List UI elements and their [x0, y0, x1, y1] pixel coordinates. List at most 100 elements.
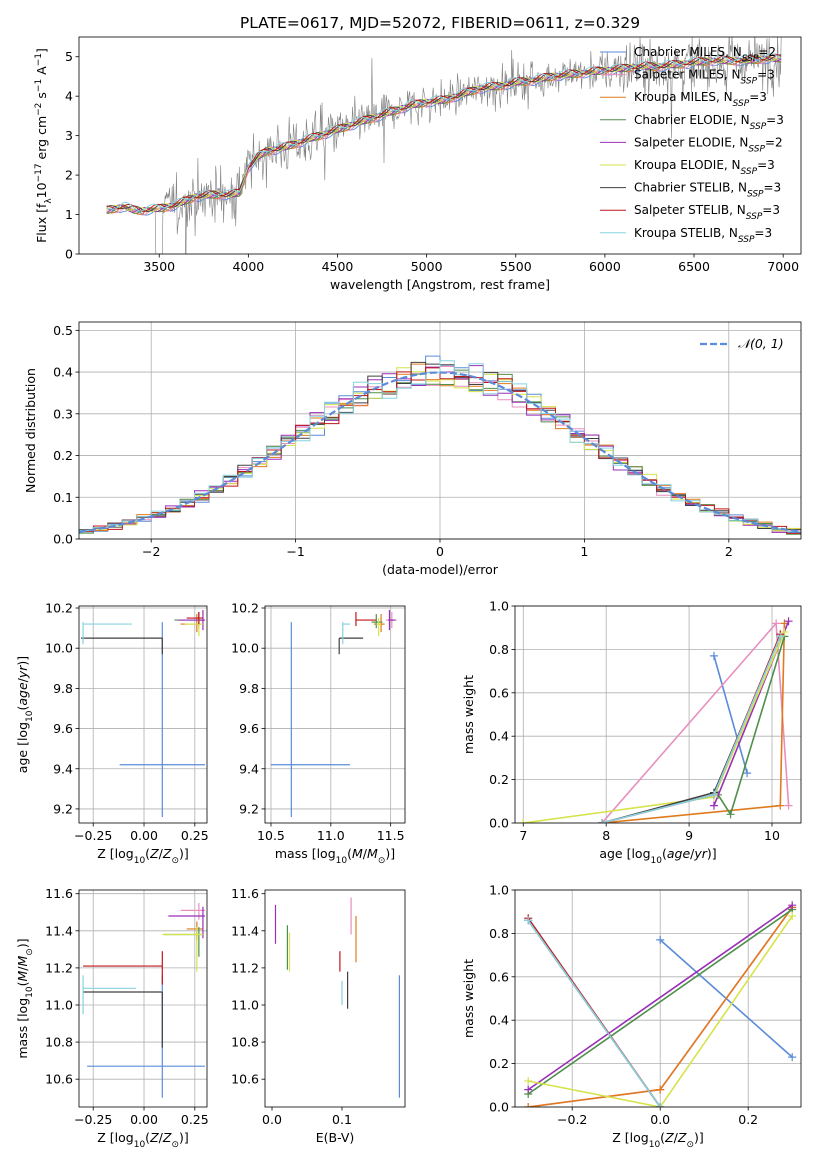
weight-line: [601, 621, 790, 823]
x-tick-label: 11.5: [377, 828, 405, 843]
series-kroupa-elodie: [519, 628, 789, 823]
label-part: Z: [162, 846, 172, 861]
weight-marker: [709, 790, 718, 799]
weight-marker: [656, 935, 665, 944]
label-part: Normed distribution: [23, 368, 38, 493]
plot-area: [79, 355, 801, 535]
axes-frame: [78, 36, 802, 255]
legend-entry-normal: 𝒩(0, 1): [738, 336, 784, 351]
point-salpeter-stelib: [186, 612, 203, 625]
weight-marker: [772, 619, 781, 628]
weight-marker: [784, 801, 793, 810]
label-part: Kroupa ELODIE, N: [634, 158, 741, 172]
label-part: (: [660, 1130, 665, 1145]
y-tick-label: 11.2: [231, 960, 259, 975]
y-tick-label: 10.6: [45, 1072, 73, 1087]
x-tick-label: 9: [685, 828, 693, 843]
label-part: mass weight: [461, 959, 476, 1038]
label-part: 10: [34, 182, 49, 198]
y-tick-label: 9.8: [239, 681, 259, 696]
histogram-kroupa-stelib: [79, 360, 801, 532]
label-part: =3: [762, 203, 780, 217]
plot-area: [524, 901, 797, 1107]
y-axis-label: Normed distribution: [23, 368, 38, 493]
label-part: Z: [664, 1130, 674, 1145]
weight-marker: [519, 819, 528, 823]
label-part: ]: [34, 48, 49, 53]
label-part: =3: [749, 90, 767, 104]
weight-marker: [709, 801, 718, 810]
axes-frame: [264, 605, 406, 824]
label-part: Z [log: [612, 1130, 648, 1145]
label-part: =2: [758, 45, 776, 59]
point-kroupa-miles: [180, 614, 201, 633]
y-tick-label: 10.0: [231, 641, 259, 656]
label-part: M: [352, 846, 363, 861]
label-part: ⊙: [378, 856, 386, 866]
label-part: )]: [15, 938, 30, 948]
x-tick-label: −0.2: [557, 1112, 587, 1127]
legend-entry-chabrier-stelib: Chabrier STELIB, NSSP=3: [634, 181, 781, 200]
y-tick-label: 9.6: [239, 721, 259, 736]
x-axis-label: E(B-V): [316, 1130, 355, 1145]
series-chabrier-elodie: [714, 632, 789, 819]
x-tick-label: 0: [436, 544, 444, 559]
age-vs-metallicity-panel: −0.25 0.00 0.259.29.49.69.810.010.2Z [log1…: [15, 601, 209, 866]
y-tick-label: 9.4: [239, 761, 259, 776]
x-tick-label: 0.1: [332, 1112, 352, 1127]
x-tick-label: 11.0: [317, 828, 345, 843]
y-tick-label: 11.0: [231, 997, 259, 1012]
weight-line: [601, 623, 786, 823]
x-tick-label: 4500: [322, 259, 354, 274]
y-axis-label: Flux [fλ10−17 erg cm−2 s−1 A−1]: [34, 48, 54, 243]
label-part: /: [159, 1130, 164, 1145]
y-tick-label: 0.0: [489, 1100, 509, 1115]
observed-spectrum: [106, 37, 782, 254]
label-part: =3: [764, 181, 782, 195]
weight-line: [717, 636, 786, 817]
point-salpeter-elodie: [178, 610, 205, 631]
y-tick-label: 0.1: [53, 490, 73, 505]
y-tick-label: 2: [65, 168, 73, 183]
legend-entry-kroupa-elodie: Kroupa ELODIE, NSSP=3: [634, 158, 775, 177]
x-tick-label: 0.00: [130, 1112, 158, 1127]
label-part: )]: [694, 1130, 704, 1145]
y-tick-label: 0.4: [53, 365, 73, 380]
weight-marker: [709, 651, 718, 660]
mass-vs-extinction-panel: 0.0 0.1 10.6 10.8 11.0 11.2 11.4 11.6 E(B-V): [231, 886, 406, 1145]
label-part: age: [15, 682, 30, 706]
spectrum-panel: 3500 4000 4500 5000 5500 6000 6500 7000 0 1 2 3 4 5 Ch…: [34, 36, 802, 292]
y-tick-label: 0.2: [53, 448, 73, 463]
label-part: )]: [15, 656, 30, 666]
x-tick-label: 0.2: [738, 1112, 758, 1127]
weight-line: [601, 633, 782, 823]
label-part: s: [34, 92, 49, 103]
label-part: SSP: [746, 212, 763, 222]
label-part: ⊙: [25, 948, 35, 956]
label-part: λ: [44, 198, 54, 204]
x-tick-label: −0.25: [74, 1112, 112, 1127]
x-tick-label: 10: [764, 828, 780, 843]
label-part: 10: [651, 856, 663, 866]
x-tick-label: 6000: [589, 259, 621, 274]
series-salpeter-elodie: [524, 901, 797, 1094]
figure-title: PLATE=0617, MJD=52072, FIBERID=0611, z=0…: [240, 14, 640, 32]
weight-marker: [776, 632, 785, 641]
y-axis-label: mass weight: [461, 959, 476, 1038]
x-tick-label: 5500: [500, 259, 532, 274]
label-part: Z: [162, 1130, 172, 1145]
y-tick-label: 1.0: [489, 883, 509, 898]
y-tick-label: 0: [65, 247, 73, 262]
weight-marker: [788, 901, 797, 910]
legend-entry-salpeter-stelib: Salpeter STELIB, NSSP=3: [634, 203, 780, 222]
label-part: =2: [765, 135, 783, 149]
point-salpeter-stelib: [355, 612, 377, 627]
label-part: Kroupa STELIB, N: [634, 226, 738, 240]
histogram-kroupa-elodie: [79, 367, 801, 532]
y-tick-label: 0.0: [489, 816, 509, 831]
legend-entry-chabrier-miles: Chabrier MILES, NSSP=2: [634, 45, 776, 64]
x-tick-label: 0.0: [650, 1112, 670, 1127]
x-tick-label: 6500: [678, 259, 710, 274]
label-part: (: [15, 706, 30, 711]
